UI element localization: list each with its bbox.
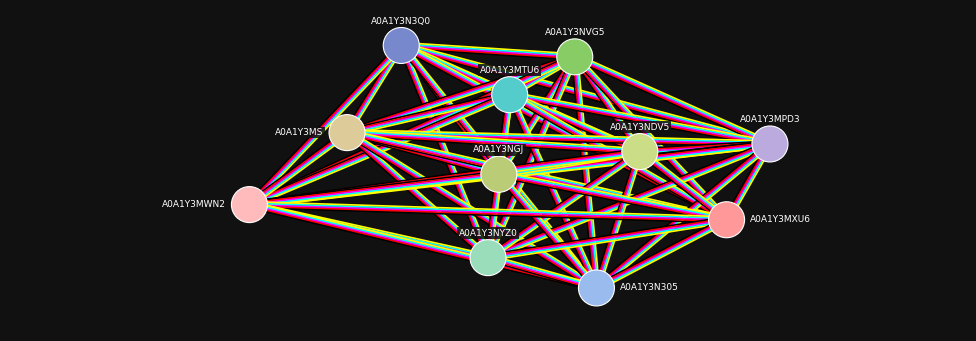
Ellipse shape	[470, 240, 506, 276]
Text: A0A1Y3N3Q0: A0A1Y3N3Q0	[371, 17, 431, 26]
Ellipse shape	[752, 126, 788, 162]
Ellipse shape	[622, 134, 658, 169]
Text: A0A1Y3MTU6: A0A1Y3MTU6	[479, 66, 540, 75]
Ellipse shape	[492, 77, 528, 113]
Text: A0A1Y3MS: A0A1Y3MS	[275, 128, 324, 137]
Ellipse shape	[481, 156, 517, 192]
Text: A0A1Y3MWN2: A0A1Y3MWN2	[162, 200, 226, 209]
Ellipse shape	[384, 28, 420, 63]
Ellipse shape	[329, 115, 365, 151]
Ellipse shape	[231, 187, 267, 223]
Text: A0A1Y3NDV5: A0A1Y3NDV5	[610, 123, 670, 132]
Text: A0A1Y3NVG5: A0A1Y3NVG5	[545, 28, 605, 37]
Text: A0A1Y3MXU6: A0A1Y3MXU6	[750, 215, 811, 224]
Ellipse shape	[556, 39, 592, 75]
Text: A0A1Y3NYZ0: A0A1Y3NYZ0	[459, 229, 517, 238]
Ellipse shape	[579, 270, 615, 306]
Text: A0A1Y3NGJ: A0A1Y3NGJ	[473, 145, 524, 154]
Text: A0A1Y3N305: A0A1Y3N305	[620, 283, 678, 293]
Ellipse shape	[709, 202, 745, 238]
Text: A0A1Y3MPD3: A0A1Y3MPD3	[740, 115, 800, 124]
